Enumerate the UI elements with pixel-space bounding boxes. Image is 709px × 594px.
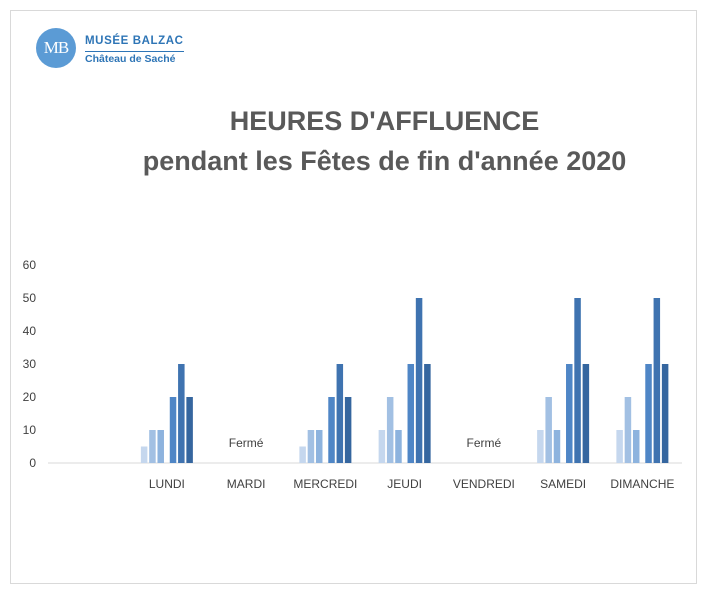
bar	[415, 298, 423, 463]
x-tick-label: MARDI	[227, 477, 266, 491]
logo-subtitle: Château de Saché	[85, 52, 176, 65]
y-tick-label: 60	[23, 258, 37, 272]
bar	[178, 364, 185, 463]
bar	[574, 298, 581, 463]
y-tick-label: 40	[23, 324, 37, 338]
bar	[624, 397, 632, 463]
bar	[661, 364, 669, 463]
bar	[553, 430, 561, 463]
x-tick-label: MERCREDI	[293, 477, 357, 491]
y-tick-label: 30	[23, 357, 37, 371]
bar	[424, 364, 431, 463]
logo-monogram: MB	[36, 28, 76, 68]
closed-annotation: Fermé	[467, 436, 502, 450]
x-tick-label: DIMANCHE	[610, 477, 674, 491]
x-tick-label: SAMEDI	[540, 477, 586, 491]
bar	[653, 298, 661, 463]
bar	[307, 430, 315, 463]
bar	[582, 364, 590, 463]
bar	[566, 364, 573, 463]
x-tick-label: VENDREDI	[453, 477, 515, 491]
bar	[328, 397, 335, 463]
bar	[386, 397, 394, 463]
bar	[395, 430, 402, 463]
bar	[315, 430, 323, 463]
chart-frame	[10, 10, 697, 584]
bar	[407, 364, 415, 463]
chart-title: HEURES D'AFFLUENCE	[229, 106, 540, 136]
bar	[645, 364, 652, 463]
bar	[537, 430, 544, 463]
bar	[157, 430, 164, 463]
bar	[344, 397, 352, 463]
bar	[186, 397, 193, 463]
y-tick-label: 20	[23, 390, 37, 404]
y-tick-label: 50	[23, 291, 37, 305]
bar	[299, 446, 306, 463]
x-tick-label: JEUDI	[387, 477, 422, 491]
bar	[616, 430, 623, 463]
bar	[378, 430, 386, 463]
logo-name: MUSÉE BALZAC	[85, 35, 184, 52]
bar	[632, 430, 640, 463]
y-tick-label: 10	[23, 423, 37, 437]
museum-logo: MB MUSÉE BALZAC Château de Saché	[36, 28, 184, 68]
logo-text: MUSÉE BALZAC Château de Saché	[85, 31, 184, 65]
bar	[169, 397, 177, 463]
bar	[149, 430, 156, 463]
bar	[336, 364, 344, 463]
x-tick-label: LUNDI	[149, 477, 185, 491]
bar	[140, 446, 148, 463]
y-tick-label: 0	[29, 456, 36, 470]
bar	[545, 397, 552, 463]
chart-subtitle: pendant les Fêtes de fin d'année 2020	[142, 146, 627, 176]
closed-annotation: Fermé	[229, 436, 264, 450]
